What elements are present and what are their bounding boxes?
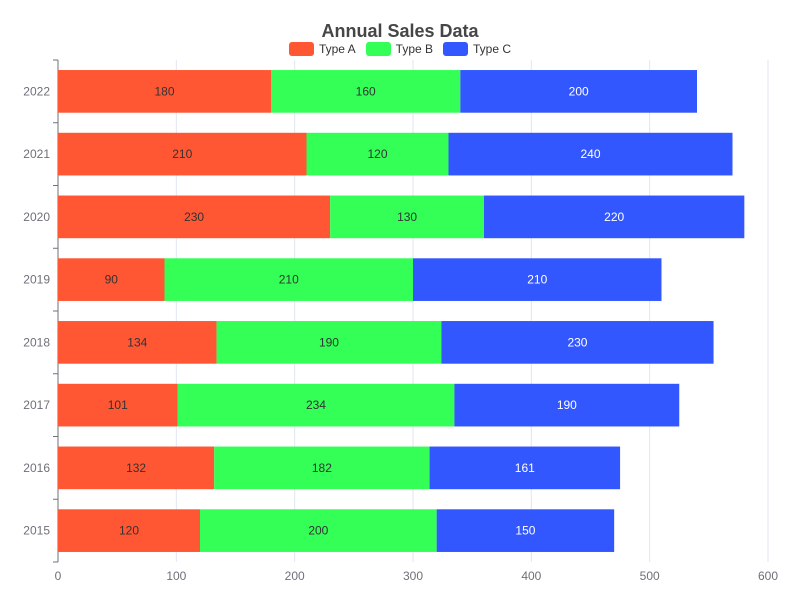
bar-label-type-c-2018: 230: [567, 335, 587, 349]
bar-type-c-2017: [454, 383, 680, 427]
y-tick-label-2019: 2019: [23, 273, 50, 287]
x-tick-label-300: 300: [403, 569, 423, 583]
legend-swatch-type-b: [365, 42, 391, 56]
bar-label-type-c-2020: 220: [604, 210, 624, 224]
bar-label-type-a-2016: 132: [126, 461, 146, 475]
bar-type-a-2019: [58, 258, 165, 301]
bar-label-type-c-2021: 240: [580, 147, 600, 161]
bar-type-a-2022: [58, 70, 271, 113]
y-tick-label-2015: 2015: [23, 524, 50, 538]
chart-title: Annual Sales Data: [321, 21, 479, 41]
bar-type-a-2016: [58, 446, 215, 490]
bar-label-type-a-2018: 134: [127, 335, 147, 349]
bar-label-type-c-2017: 190: [557, 398, 577, 412]
legend: Type A Type B Type C: [0, 42, 800, 56]
bar-type-b-2020: [330, 195, 484, 239]
bar-type-c-2021: [448, 132, 733, 176]
x-tick-label-0: 0: [55, 569, 62, 583]
y-tick-label-2017: 2017: [23, 398, 50, 412]
x-tick-label-400: 400: [521, 569, 541, 583]
bar-type-b-2015: [200, 509, 437, 552]
bar-type-a-2020: [58, 195, 331, 239]
bar-type-b-2016: [214, 446, 430, 490]
legend-item-type-c[interactable]: Type C: [443, 42, 511, 56]
bar-label-type-b-2020: 130: [397, 210, 417, 224]
y-tick-label-2022: 2022: [23, 84, 50, 98]
bar-label-type-c-2016: 161: [515, 461, 535, 475]
legend-label-type-a: Type A: [318, 42, 356, 56]
y-tick-label-2020: 2020: [23, 210, 50, 224]
bar-label-type-c-2022: 200: [569, 84, 589, 98]
legend-label-type-b: Type B: [395, 42, 434, 56]
legend-item-type-a[interactable]: Type A: [288, 42, 356, 56]
legend-swatch-type-c: [443, 42, 469, 56]
bar-type-c-2016: [429, 446, 621, 490]
bar-type-c-2020: [484, 195, 745, 239]
legend-item-type-b[interactable]: Type B: [365, 42, 434, 56]
x-tick-label-500: 500: [640, 569, 660, 583]
y-tick-label-2018: 2018: [23, 335, 50, 349]
bar-type-b-2022: [271, 70, 461, 113]
bar-type-c-2022: [460, 70, 697, 113]
y-tick-label-2021: 2021: [23, 147, 50, 161]
bar-label-type-b-2015: 200: [308, 524, 328, 538]
bar-type-b-2021: [306, 132, 449, 176]
bar-type-a-2018: [58, 321, 217, 364]
bar-label-type-a-2020: 230: [184, 210, 204, 224]
bar-label-type-b-2017: 234: [306, 398, 326, 412]
bar-type-a-2017: [58, 383, 178, 427]
bar-type-b-2017: [177, 383, 455, 427]
bar-label-type-b-2022: 160: [356, 84, 376, 98]
bar-label-type-c-2019: 210: [527, 273, 547, 287]
bar-label-type-c-2015: 150: [515, 524, 535, 538]
legend-swatch-type-a: [288, 42, 314, 56]
x-tick-label-200: 200: [285, 569, 305, 583]
y-tick-label-2016: 2016: [23, 461, 50, 475]
bar-type-c-2015: [436, 509, 615, 552]
bar-label-type-a-2022: 180: [154, 84, 174, 98]
bar-label-type-b-2018: 190: [319, 335, 339, 349]
bar-label-type-b-2016: 182: [312, 461, 332, 475]
x-tick-label-100: 100: [166, 569, 186, 583]
bar-label-type-a-2019: 90: [105, 273, 119, 287]
bar-label-type-a-2021: 210: [172, 147, 192, 161]
bar-label-type-a-2017: 101: [108, 398, 128, 412]
x-tick-label-600: 600: [758, 569, 778, 583]
bar-label-type-a-2015: 120: [119, 524, 139, 538]
legend-label-type-c: Type C: [473, 42, 512, 56]
bar-type-b-2018: [216, 321, 442, 364]
bar-label-type-b-2021: 120: [367, 147, 387, 161]
bar-type-c-2019: [413, 258, 662, 301]
bar-label-type-b-2019: 210: [279, 273, 299, 287]
bar-type-a-2021: [58, 132, 307, 176]
bar-type-b-2019: [164, 258, 413, 301]
bar-type-a-2015: [58, 509, 200, 552]
bar-type-c-2018: [441, 321, 714, 364]
